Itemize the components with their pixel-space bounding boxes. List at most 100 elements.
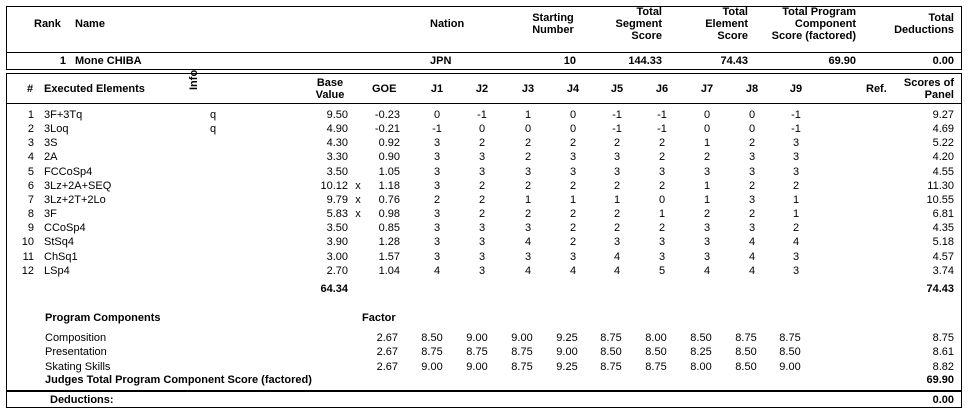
judge-header-7: J7 (700, 83, 714, 95)
element-number: 2 (27, 123, 34, 136)
element-judge-3: 0 (524, 123, 532, 136)
component-factor: 2.67 (376, 332, 398, 344)
element-judge-2: 2 (478, 137, 486, 150)
element-base-value: 3.50 (326, 222, 348, 235)
element-goe: 0.85 (378, 222, 400, 235)
element-judge-4: 3 (569, 250, 577, 263)
element-judge-8: 2 (748, 179, 756, 192)
element-judge-5: 3 (613, 151, 621, 164)
judge-header-2: J2 (475, 83, 489, 95)
tss-header-line3: Score (631, 30, 662, 42)
skater-summary-box (6, 6, 962, 70)
scores-of-panel-header: Scores of Panel (890, 77, 954, 101)
component-score: 8.75 (932, 332, 954, 344)
element-base-value: 2.70 (326, 264, 348, 277)
element-number: 11 (22, 250, 34, 263)
element-judge-6: -1 (657, 123, 667, 136)
element-row: 8 3F 5.83 x 0.98 3 2 2 2 2 1 2 2 1 6.81 (0, 208, 968, 221)
element-panel-score: 6.81 (932, 208, 954, 221)
component-judge-3: 8.75 (511, 346, 533, 359)
element-judge-4: 1 (569, 193, 577, 206)
element-judge-7: 1 (703, 137, 711, 150)
component-judge-9: 8.75 (779, 332, 801, 344)
element-judge-8: 3 (748, 222, 756, 235)
component-judge-7: 8.25 (690, 346, 712, 359)
total-segment-score-header: Total Segment Score (600, 6, 662, 42)
element-judge-7: 2 (703, 151, 711, 164)
element-number: 1 (27, 109, 34, 121)
element-judge-8: 2 (748, 137, 756, 150)
element-judge-2: 0 (478, 123, 486, 136)
element-row: 6 3Lz+2A+SEQ 10.12 x 1.18 3 2 2 2 2 2 1 2 2 11.30 (0, 180, 968, 193)
element-judge-7: 2 (703, 208, 711, 221)
element-panel-score: 4.55 (932, 165, 954, 178)
rank-header: Rank (34, 18, 61, 30)
element-judge-3: 3 (524, 222, 532, 235)
element-judge-8: 3 (748, 193, 756, 206)
element-judge-3: 2 (524, 208, 532, 221)
component-judge-8: 8.50 (735, 360, 757, 373)
element-judge-1: 3 (433, 179, 441, 192)
element-row: 9 CCoSp4 3.50 0.85 3 3 3 2 2 2 3 3 2 4.35 (0, 222, 968, 235)
tss-header-line2: Segment (615, 18, 662, 30)
element-info: q (210, 123, 217, 136)
element-judge-8: 2 (748, 208, 756, 221)
judge-header-3: J3 (521, 83, 535, 95)
element-judge-2: 3 (478, 222, 486, 235)
element-base-value: 9.79 (326, 193, 348, 206)
element-panel-score: 4.20 (932, 151, 954, 164)
pcs-header-line1: Total Program (782, 6, 856, 18)
element-judge-6: 3 (658, 165, 666, 178)
element-number: 3 (27, 137, 34, 150)
component-factor: 2.67 (376, 346, 398, 359)
element-judge-3: 4 (524, 264, 532, 277)
judges-total-pcs-value: 69.90 (926, 374, 954, 386)
panel-score-total: 74.43 (926, 283, 954, 295)
judge-header-8: J8 (745, 83, 759, 95)
element-goe: 1.05 (378, 165, 400, 178)
component-judge-8: 8.50 (735, 346, 757, 359)
element-judge-5: 2 (613, 208, 621, 221)
element-judge-1: 4 (433, 264, 441, 277)
skater-total-pcs: 69.90 (828, 55, 856, 67)
element-goe: 0.98 (378, 208, 400, 221)
element-judge-2: 3 (478, 264, 486, 277)
component-judge-1: 9.00 (421, 360, 443, 373)
ded-header-line1: Total (928, 12, 954, 24)
scores-of-panel-line2: Panel (924, 89, 954, 101)
element-judge-9: 2 (792, 222, 800, 235)
element-base-value: 10.12 (320, 179, 348, 192)
element-goe: 1.57 (378, 250, 400, 263)
skater-total-deductions: 0.00 (932, 55, 954, 67)
element-goe: 0.92 (378, 137, 400, 150)
element-row: 12 LSp4 2.70 1.04 4 3 4 4 4 5 4 4 3 3.74 (0, 265, 968, 278)
program-component-row: Presentation 2.67 8.75 8.75 8.75 9.00 8.50 8.50… (0, 346, 968, 359)
component-judge-2: 9.00 (466, 360, 488, 373)
element-number: 6 (27, 179, 34, 192)
program-component-row: Skating Skills 2.67 9.00 9.00 8.75 9.25 8.75 8.… (0, 361, 968, 374)
element-judge-2: 3 (478, 151, 486, 164)
element-number: 4 (27, 151, 34, 164)
element-bonus-marker: x (355, 179, 361, 192)
element-judge-8: 3 (748, 151, 756, 164)
deductions-box (6, 391, 962, 408)
element-judge-2: 3 (478, 250, 486, 263)
skater-rank: 1 (59, 55, 66, 67)
element-panel-score: 4.69 (932, 123, 954, 136)
skater-total-segment-score: 144.33 (628, 55, 662, 67)
deductions-label: Deductions: (50, 394, 114, 406)
total-deductions-header: Total Deductions (880, 12, 954, 36)
element-goe: 0.90 (378, 151, 400, 164)
skater-name: Mone CHIBA (75, 55, 142, 67)
tes-header-line2: Element (705, 18, 748, 30)
element-judge-3: 1 (524, 109, 532, 121)
element-judge-5: 2 (613, 222, 621, 235)
element-judge-6: 2 (658, 151, 666, 164)
element-goe: 1.18 (378, 179, 400, 192)
component-judge-5: 8.75 (600, 332, 622, 344)
element-judge-4: 2 (569, 179, 577, 192)
element-goe: 1.04 (378, 264, 400, 277)
total-element-score-header: Total Element Score (690, 6, 748, 42)
element-goe: 1.28 (378, 236, 400, 249)
element-row: 7 3Lz+2T+2Lo 9.79 x 0.76 2 2 1 1 1 0 1 3 1 10.55 (0, 194, 968, 207)
